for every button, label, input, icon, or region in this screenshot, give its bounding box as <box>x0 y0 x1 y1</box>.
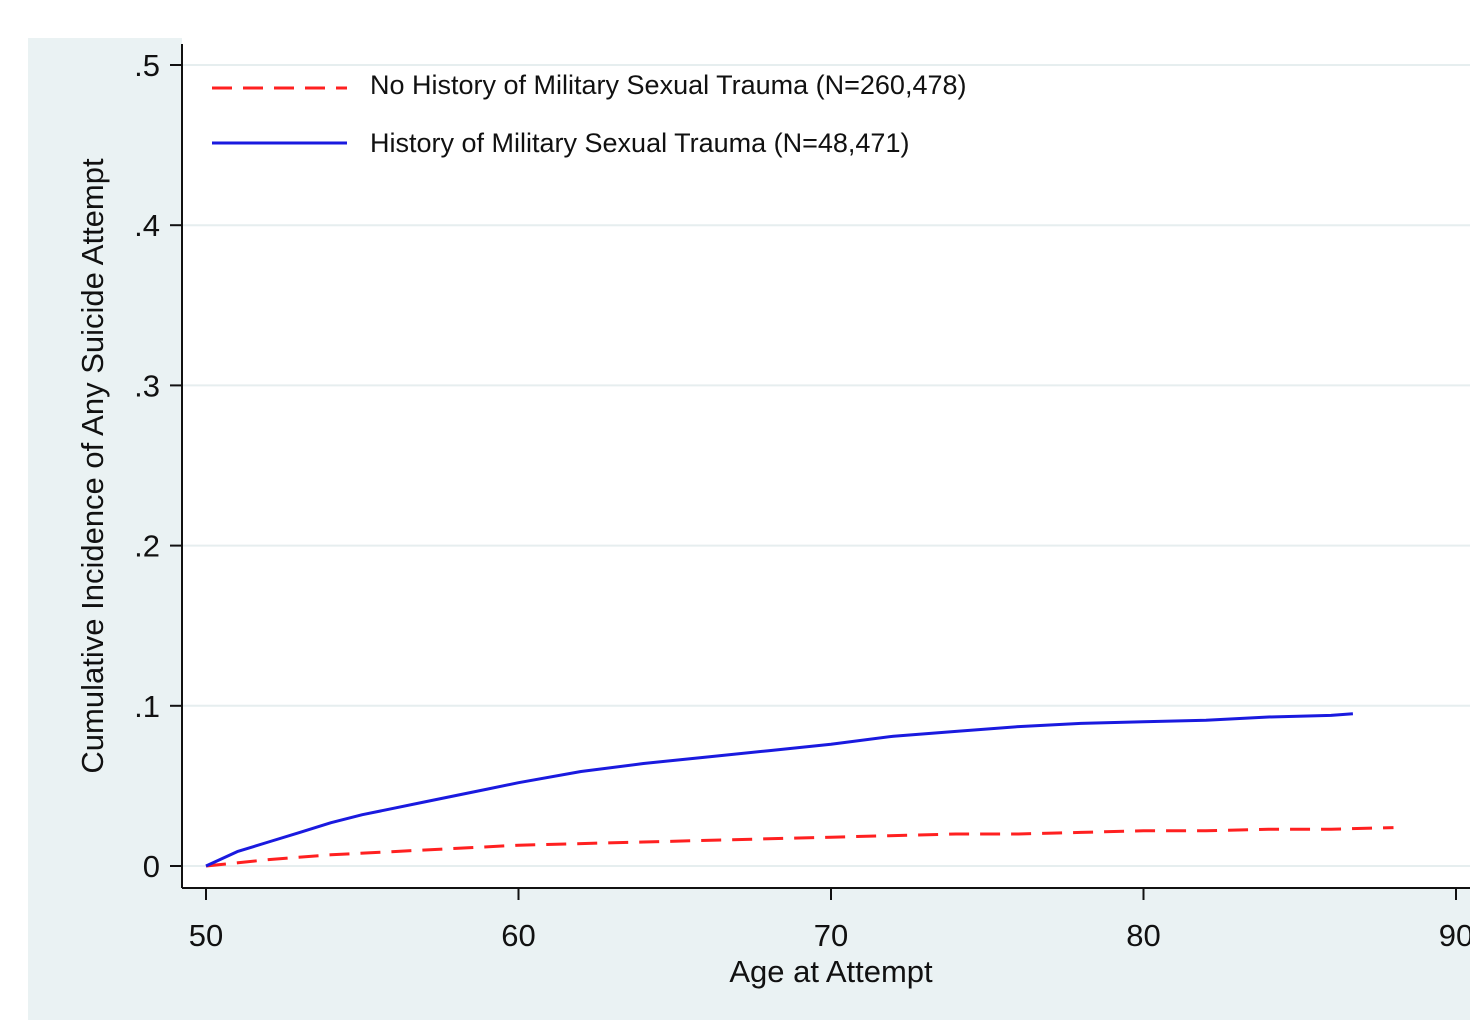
y-ticks: 0 .1 .2 .3 .4 .5 <box>134 48 182 884</box>
series-line-0 <box>205 826 1394 868</box>
y-tick-label-3: .3 <box>134 368 160 403</box>
plot-area <box>182 38 1470 888</box>
y-tick-label-1: .1 <box>134 689 160 724</box>
y-tick-label-0: 0 <box>143 849 160 884</box>
x-axis-title: Age at Attempt <box>729 954 933 989</box>
series-layer <box>205 712 1394 868</box>
x-ticks: 50 60 70 80 90 <box>189 888 1470 953</box>
axes <box>181 44 1470 889</box>
grid-lines <box>182 64 1470 867</box>
y-tick-label-4: .4 <box>134 208 160 243</box>
legend-label-mst: History of Military Sexual Trauma (N=48,… <box>370 128 909 158</box>
x-tick-label-0: 50 <box>189 918 223 953</box>
x-tick-label-1: 60 <box>501 918 535 953</box>
series-line-1 <box>205 712 1354 868</box>
y-tick-label-2: .2 <box>134 529 160 564</box>
legend-label-no-mst: No History of Military Sexual Trauma (N=… <box>370 70 966 100</box>
y-axis-title: Cumulative Incidence of Any Suicide Atte… <box>75 158 110 774</box>
legend: No History of Military Sexual Trauma (N=… <box>212 70 966 158</box>
y-tick-label-5: .5 <box>134 48 160 83</box>
x-tick-label-2: 70 <box>814 918 848 953</box>
x-tick-label-4: 90 <box>1439 918 1470 953</box>
x-tick-label-3: 80 <box>1126 918 1160 953</box>
